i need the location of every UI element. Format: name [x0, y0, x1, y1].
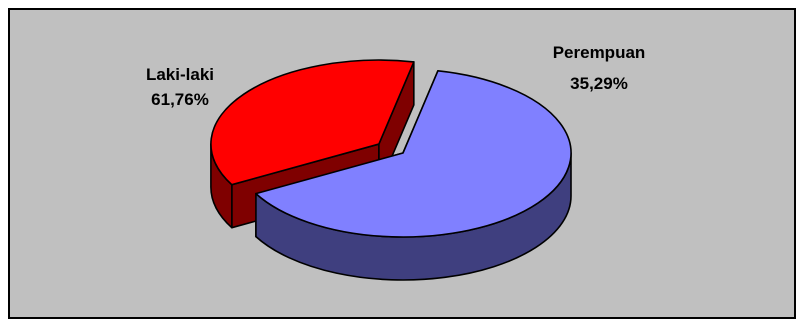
- slice-perempuan: [210, 59, 415, 186]
- chart-area: Laki-laki 61,76% Perempuan 35,29%: [8, 8, 796, 319]
- slice-tops: [210, 59, 572, 238]
- data-labels: Laki-laki 61,76% Perempuan 35,29%: [146, 43, 645, 109]
- label-perempuan-name: Perempuan: [553, 43, 646, 62]
- slice-laki-laki: [255, 70, 572, 238]
- label-laki-laki-value: 61,76%: [151, 90, 209, 109]
- label-laki-laki-name: Laki-laki: [146, 65, 214, 84]
- label-perempuan-value: 35,29%: [570, 74, 628, 93]
- pie-chart: Laki-laki 61,76% Perempuan 35,29%: [146, 43, 645, 281]
